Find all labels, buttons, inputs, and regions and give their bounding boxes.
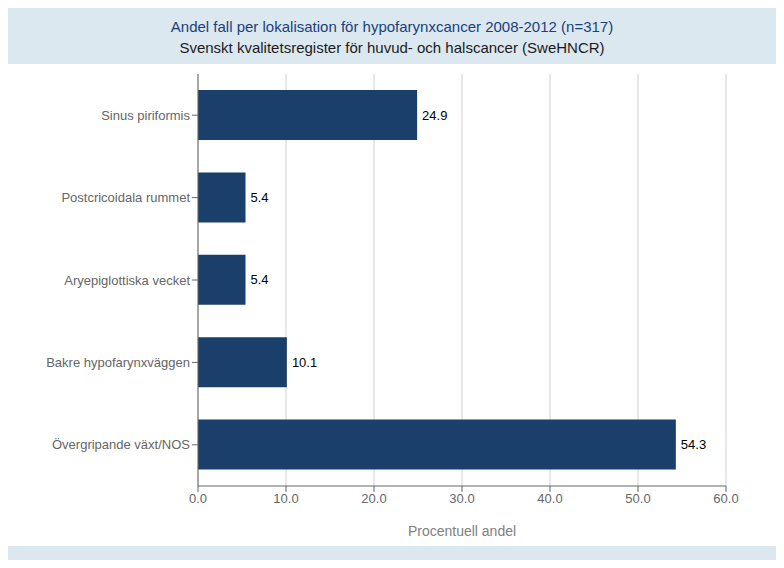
html-text:Andel fall per lokalisation fö: Andel fall per lokalisation för hypofary… xyxy=(170,18,614,35)
svg-text:Övergripande växt/NOS: Övergripande växt/NOS xyxy=(52,437,190,452)
svg-text:Bakre hypofarynxväggen: Bakre hypofarynxväggen xyxy=(46,355,190,370)
svg-text:Postcricoidala rummet: Postcricoidala rummet xyxy=(61,190,190,205)
svg-text:54.3: 54.3 xyxy=(681,437,706,452)
svg-text:50.0: 50.0 xyxy=(625,491,650,506)
svg-text:10.0: 10.0 xyxy=(273,491,298,506)
svg-text:5.4: 5.4 xyxy=(251,272,269,287)
svg-text:24.9: 24.9 xyxy=(422,108,447,123)
svg-text:30.0: 30.0 xyxy=(449,491,474,506)
svg-text:Procentuell andel: Procentuell andel xyxy=(408,523,516,539)
svg-text:40.0: 40.0 xyxy=(537,491,562,506)
svg-text:Sinus piriformis: Sinus piriformis xyxy=(101,108,190,123)
html-text:Svenskt kvalitetsregister för: Svenskt kvalitetsregister för huvud- och… xyxy=(179,39,605,56)
svg-text:5.4: 5.4 xyxy=(251,190,269,205)
svg-text:Aryepiglottiska vecket: Aryepiglottiska vecket xyxy=(64,273,190,288)
svg-text:0.0: 0.0 xyxy=(189,491,207,506)
svg-text:20.0: 20.0 xyxy=(361,491,386,506)
svg-text:60.0: 60.0 xyxy=(713,491,738,506)
svg-text:10.1: 10.1 xyxy=(292,355,317,370)
